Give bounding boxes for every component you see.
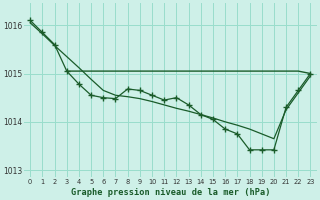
X-axis label: Graphe pression niveau de la mer (hPa): Graphe pression niveau de la mer (hPa) — [71, 188, 270, 197]
